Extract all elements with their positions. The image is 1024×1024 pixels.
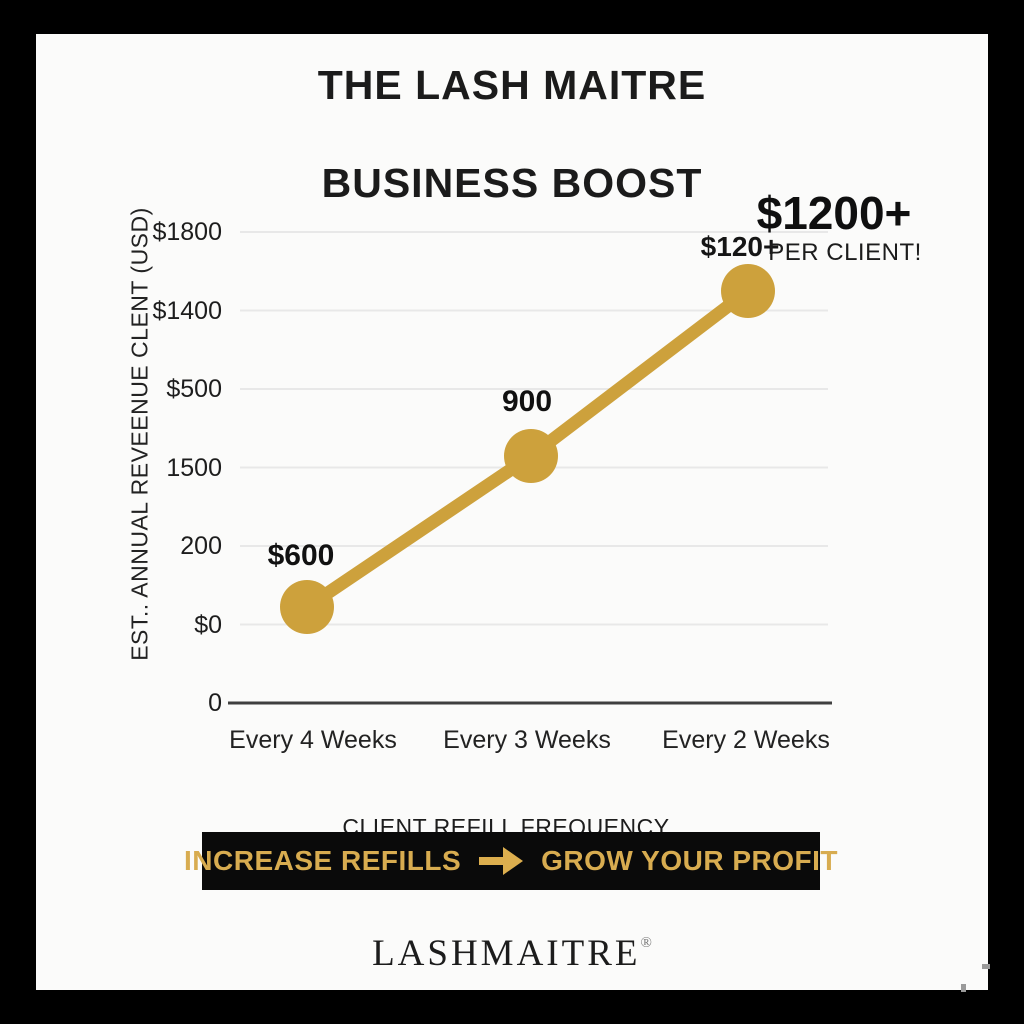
cta-left-text: INCREASE REFILLS — [184, 845, 462, 876]
page-title: THE LASH MAITRE BUSINESS BOOST — [36, 61, 988, 208]
y-tick-label: $1800 — [152, 218, 222, 246]
data-point — [280, 580, 334, 634]
right-arrow-icon — [479, 847, 524, 875]
brand-logo: LASHMAITRE® — [36, 932, 988, 975]
y-tick-label: $0 — [194, 610, 222, 639]
y-tick-label: 200 — [180, 532, 222, 560]
y-tick-label: $500 — [166, 375, 222, 403]
edge-artifact-bottom — [961, 984, 966, 992]
page-title-line1: THE LASH MAITRE — [317, 62, 707, 108]
y-tick-label: $1400 — [152, 296, 222, 325]
cta-banner: INCREASE REFILLS GROW YOUR PROFIT — [184, 832, 837, 890]
y-tick-label: 0 — [208, 689, 222, 717]
point-label-600: $600 — [267, 539, 335, 572]
point-label-900: 900 — [501, 385, 553, 418]
brand-logo-text: LASHMAITRE — [372, 933, 641, 974]
x-tick-label: Every 3 Weeks — [443, 726, 611, 754]
data-point — [504, 429, 558, 483]
annotation-per-client: PER CLIENT! — [768, 239, 922, 266]
data-point — [721, 264, 775, 318]
poster-card: THE LASH MAITRE BUSINESS BOOST EST.. ANN… — [36, 34, 990, 992]
y-tick-label: 1500 — [166, 453, 222, 482]
annotation-headline-1200: $1200+ — [756, 187, 912, 239]
annotation-small-120: $120+ — [700, 231, 780, 262]
revenue-line — [300, 284, 755, 614]
x-tick-label: Every 2 Weeks — [662, 726, 830, 754]
y-axis-title: EST.. ANNUAL REVEENUE CLENT (USD) — [126, 207, 153, 661]
x-tick-label: Every 4 Weeks — [229, 726, 397, 754]
cta-right-text: GROW YOUR PROFIT — [541, 845, 838, 876]
registered-mark: ® — [640, 935, 652, 951]
edge-artifact-right — [982, 964, 990, 969]
page-title-line2: BUSINESS BOOST — [321, 160, 703, 206]
